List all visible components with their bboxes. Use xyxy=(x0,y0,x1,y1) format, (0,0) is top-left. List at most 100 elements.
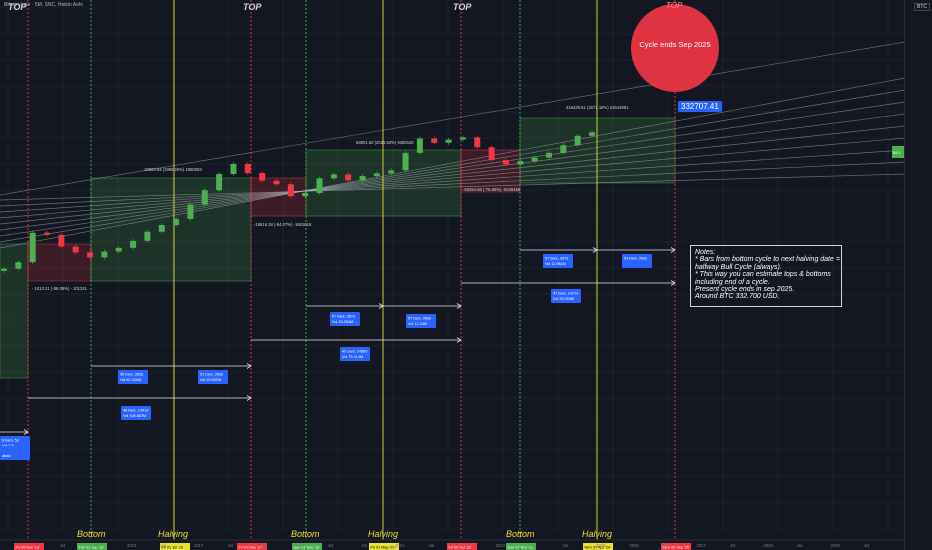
date-tag xyxy=(292,543,322,550)
trend-line xyxy=(0,125,906,225)
date-tag xyxy=(237,543,267,550)
trend-line xyxy=(0,161,906,207)
badge-line: Vol 82.40hM xyxy=(120,378,141,382)
bar-count-badge xyxy=(406,314,436,328)
notes-line: * This way you can estimate tops & botto… xyxy=(695,271,831,279)
badge-line: 57 bars, 958d xyxy=(408,317,431,321)
symbol-details: ate · 5M, SNC, Heikin Ashi xyxy=(23,2,83,8)
date-tag xyxy=(506,543,536,550)
candle-body xyxy=(1,268,7,271)
symbol-name: Bitcoin ( xyxy=(4,2,24,8)
date-tag xyxy=(77,543,107,550)
badge-line: 47 bars, 1427d xyxy=(553,292,578,296)
price-axis[interactable]: BTC xyxy=(904,0,932,550)
date-tag xyxy=(447,543,477,550)
currency-box[interactable]: BTC xyxy=(914,3,930,11)
candle-body xyxy=(101,251,108,258)
candle-body xyxy=(560,145,567,153)
badge-line: abad xyxy=(2,454,10,458)
candle-body xyxy=(72,246,79,253)
bar-count-badge xyxy=(340,347,370,361)
candle-body xyxy=(130,240,137,248)
halving-marker: Halving xyxy=(368,529,398,539)
date-tag-label: Mon 01 Apr '24 xyxy=(585,546,610,550)
bar-count-badge xyxy=(551,289,581,303)
x-axis-label: 2019 xyxy=(295,543,305,548)
badge-line: Vol 105.857M xyxy=(123,414,146,418)
current-price-label: BLX xyxy=(893,150,901,155)
date-tag-label: Sun 07 Nov '22 xyxy=(508,546,534,550)
candle-body xyxy=(345,174,352,181)
notes-line: Around BTC 332.700 USD. xyxy=(695,293,780,301)
candle-body xyxy=(244,163,251,173)
x-axis-label: Jul xyxy=(663,543,668,548)
candle-body xyxy=(545,152,552,158)
x-axis-label: Jul xyxy=(261,543,266,548)
measure-arrowhead xyxy=(670,247,676,253)
badge-line: 53 bars, 358d xyxy=(624,257,647,261)
x-axis-label: 2021 xyxy=(395,543,405,548)
candle-body xyxy=(302,192,309,197)
x-axis-label: 2017 xyxy=(194,543,204,548)
candle-body xyxy=(589,132,595,136)
badge-line: Vol 75.414M xyxy=(342,355,363,359)
bottom-marker: Bottom xyxy=(506,529,535,539)
date-tag-label: Fri 05 Nov '13 xyxy=(16,546,40,550)
badge-line: Vol 23.284M xyxy=(332,320,353,324)
notes-line: * Bars from bottom cycle to next halving… xyxy=(695,256,840,264)
bar-count-badge xyxy=(622,254,652,268)
cycle-range-box xyxy=(305,149,462,217)
measure-arrowhead xyxy=(246,395,252,401)
bar-count-badge xyxy=(121,406,151,420)
cycle-end-circle xyxy=(631,4,719,92)
date-tag-label: Fri 01 May '20 xyxy=(371,546,395,550)
x-axis-label: Jul xyxy=(529,543,534,548)
date-tag xyxy=(369,543,399,550)
trend-line xyxy=(0,173,906,201)
notes-line: Present cycle ends in sep 2025. xyxy=(695,286,795,294)
badge-line: 8 bars, 5d xyxy=(2,439,19,443)
badge-line: Vol 26.393M xyxy=(553,297,574,301)
candle-body xyxy=(29,232,36,263)
candle-body xyxy=(502,160,509,165)
date-tag-label: Mon 09 Sep '25 xyxy=(663,546,689,550)
x-axis-label: Jul xyxy=(228,543,233,548)
x-axis-label: Jul xyxy=(362,543,367,548)
candle-body xyxy=(15,262,22,269)
candle-body xyxy=(115,247,122,252)
x-axis-label: 2027 xyxy=(697,543,707,548)
date-tag-label: Fri 01 Dec '17 xyxy=(239,546,263,550)
range-label: 19600.63 (1990.25%) 1960063 xyxy=(144,167,202,172)
trend-line xyxy=(0,77,906,249)
measure-arrowhead xyxy=(670,280,676,286)
candle-body xyxy=(388,170,395,174)
range-label: - 1013.21 (-86.08%) - 101331 xyxy=(32,286,88,291)
badge-line: Vol 29.652M xyxy=(200,378,221,382)
bar-count-badge xyxy=(118,370,148,384)
trend-line xyxy=(0,89,906,243)
x-axis-label: Jul xyxy=(462,543,467,548)
date-tag-label: Thu 01 Jan '15 xyxy=(79,546,104,550)
badge-line: 56 bars, 365d xyxy=(120,373,143,377)
date-tag-label: Fri 05 Oct '21 xyxy=(449,546,472,550)
measure-arrowhead xyxy=(23,429,29,435)
measure-arrowhead xyxy=(456,303,462,309)
badge-line: 40 bars, 1456d xyxy=(342,350,367,354)
candle-body xyxy=(431,138,438,143)
candle-body xyxy=(158,224,165,232)
candle-body xyxy=(216,173,223,191)
candle-body xyxy=(316,178,323,193)
badge-line: 57 bars, 357d xyxy=(545,257,568,261)
x-axis-label: 2026 xyxy=(630,543,640,548)
x-axis-label: Jul xyxy=(429,543,434,548)
candle-body xyxy=(402,152,409,171)
date-tag xyxy=(14,543,44,550)
badge-line: 57 bars, 357d xyxy=(332,315,355,319)
x-axis-label: Jul xyxy=(161,543,166,548)
x-axis-label: Jul xyxy=(328,543,333,548)
x-axis-label: 2016 xyxy=(127,543,137,548)
badge-line: Vol 11.981M xyxy=(545,262,566,266)
bottom-marker: Bottom xyxy=(291,529,320,539)
x-axis-label: Jul xyxy=(563,543,568,548)
